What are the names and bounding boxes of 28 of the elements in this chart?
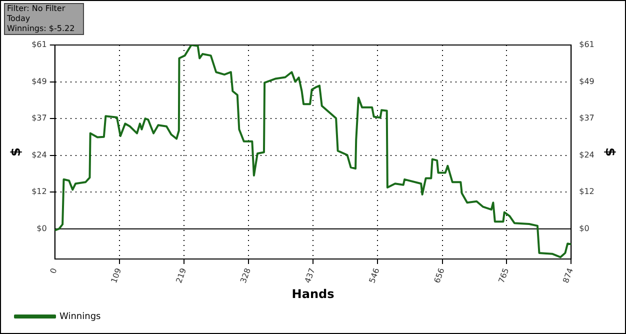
y2-tick-label: $24 — [579, 150, 594, 160]
y2-axis-title: $ — [602, 147, 617, 157]
y-tick-label: $12 — [32, 187, 47, 196]
y-tick-label: $24 — [32, 150, 47, 160]
x-tick-label: 0 — [48, 266, 59, 275]
x-tick-label: 656 — [432, 266, 446, 284]
y-tick-label: $49 — [32, 76, 47, 86]
x-tick-label: 328 — [238, 266, 252, 284]
y2-tick-label: $37 — [579, 114, 594, 123]
text: Filter: No Filter — [7, 4, 66, 14]
legend-label: Winnings — [60, 312, 102, 322]
text: Today — [7, 14, 32, 24]
x-tick-label: 765 — [496, 266, 511, 284]
y-tick-label: $0 — [36, 224, 47, 233]
x-tick-label: 109 — [109, 266, 124, 284]
y-axis-title: $ — [9, 147, 24, 157]
text: Winnings: $-5.22 — [7, 24, 75, 34]
y2-tick-label: $0 — [579, 224, 590, 233]
x-axis-title: Hands — [292, 286, 334, 301]
y-tick-label: $61 — [32, 40, 47, 50]
y2-tick-label: $12 — [579, 187, 594, 196]
y-tick-label: $37 — [32, 114, 47, 123]
x-tick-label: 219 — [174, 266, 188, 284]
y2-tick-label: $49 — [579, 76, 594, 86]
y2-tick-label: $61 — [579, 40, 594, 50]
x-tick-label: 437 — [303, 266, 317, 284]
x-tick-label: 546 — [368, 266, 382, 284]
x-tick-label: 874 — [561, 266, 575, 284]
